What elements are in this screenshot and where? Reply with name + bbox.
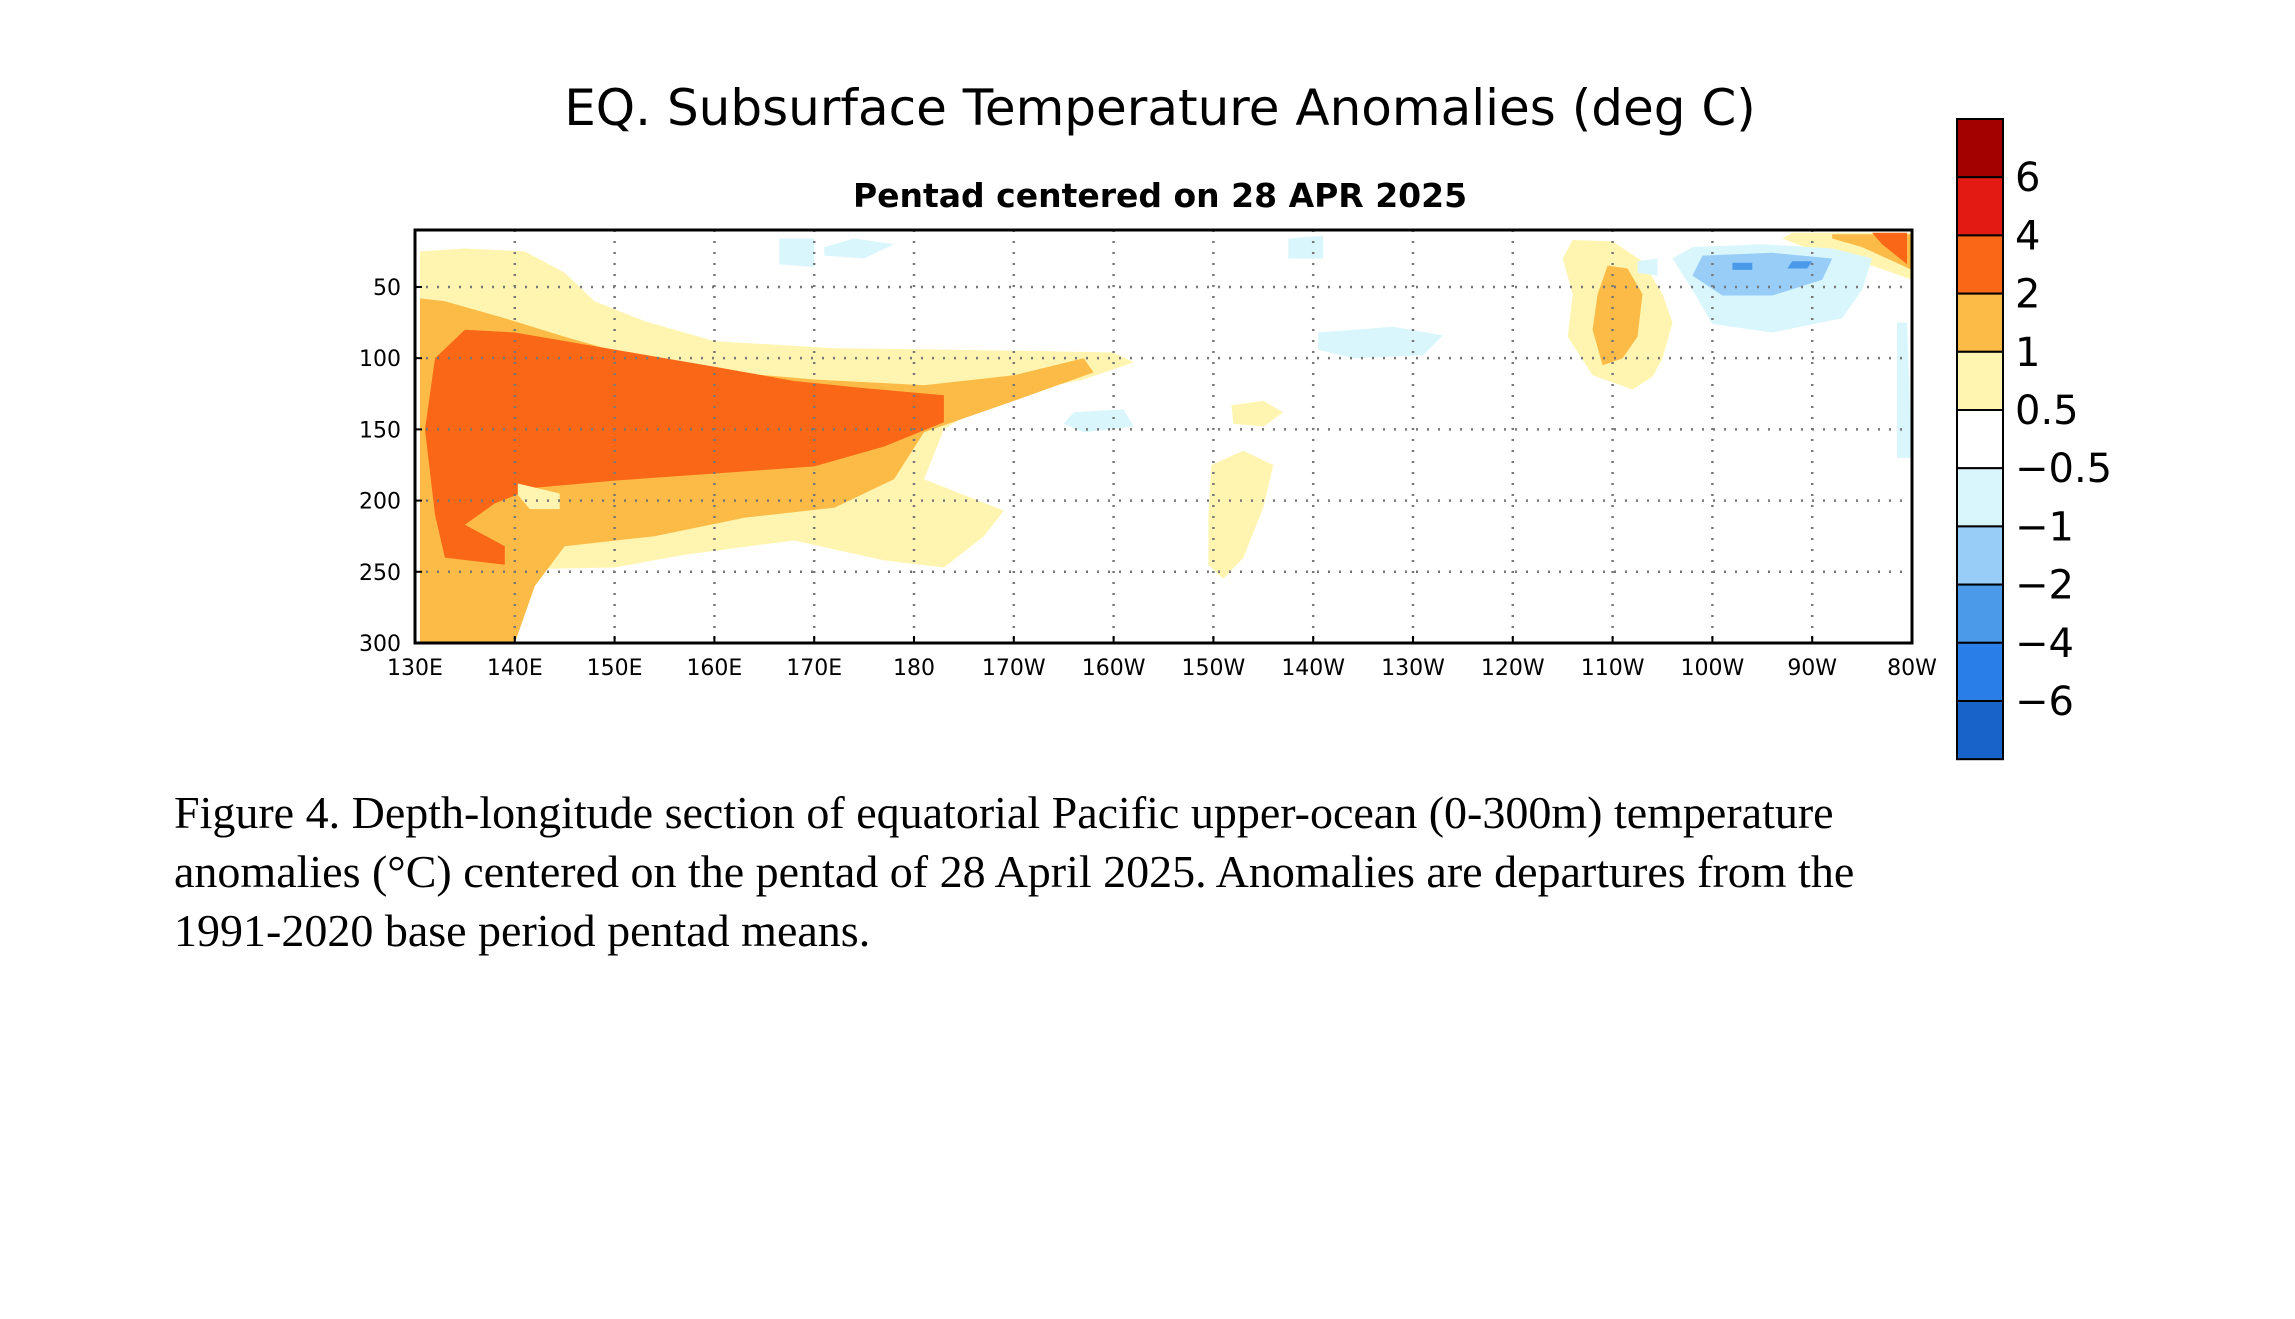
colorbar-label: 0.5 [2015, 388, 2079, 434]
grid-lines [415, 230, 1912, 643]
anomaly-region [517, 483, 560, 510]
caption-line: anomalies (°C) centered on the pentad of… [174, 846, 1855, 897]
colorbar-label: −6 [2015, 679, 2074, 725]
anomaly-region [1063, 409, 1134, 433]
colorbar-label: −0.5 [2015, 446, 2112, 492]
x-tick-label: 90W [1787, 656, 1837, 681]
colorbar-swatch [1956, 234, 2004, 295]
y-tick-label: 100 [359, 347, 401, 372]
y-tick-label: 250 [359, 561, 401, 586]
y-tick-label: 150 [359, 418, 401, 443]
x-tick-label: 110W [1581, 656, 1645, 681]
colorbar-label: 6 [2015, 155, 2040, 201]
colorbar-swatch [1956, 118, 2004, 179]
colorbar-swatch [1956, 525, 2004, 586]
anomaly-region [425, 329, 944, 565]
anomaly-region [1208, 450, 1274, 579]
colorbar-swatch [1956, 641, 2004, 702]
anomaly-regions [420, 232, 1912, 643]
x-tick-label: 170E [786, 656, 842, 681]
x-tick-label: 160W [1082, 656, 1146, 681]
anomaly-region [1637, 258, 1658, 276]
plot-frame [413, 228, 1914, 645]
y-tick-label: 50 [373, 276, 401, 301]
y-tick-label: 200 [359, 490, 401, 515]
colorbar-label: 1 [2015, 330, 2040, 376]
axis-ticks: 130E 140E 150E 160E 170E 180 170W 160W 150W 140W 1… [359, 276, 1937, 681]
anomaly-region [1288, 235, 1324, 259]
x-tick-label: 100W [1681, 656, 1745, 681]
anomaly-region [779, 238, 815, 267]
x-tick-label: 160E [686, 656, 742, 681]
colorbar-label: 4 [2015, 213, 2040, 259]
anomaly-region [824, 238, 894, 259]
x-tick-label: 180 [893, 656, 935, 681]
x-tick-label: 130E [387, 656, 443, 681]
caption-line: Figure 4. Depth-longitude section of equ… [174, 787, 1834, 838]
colorbar-label: −1 [2015, 504, 2074, 550]
anomaly-region [1231, 400, 1284, 427]
colorbar-swatch [1956, 583, 2004, 644]
x-tick-label: 150E [587, 656, 643, 681]
anomaly-region [1787, 261, 1813, 269]
colorbar-swatch [1956, 409, 2004, 470]
colorbar-swatch [1956, 700, 2004, 761]
anomaly-region [1897, 322, 1912, 458]
chart-subtitle: Pentad centered on 28 APR 2025 [853, 176, 1467, 215]
x-tick-label: 80W [1887, 656, 1937, 681]
x-tick-label: 120W [1481, 656, 1545, 681]
y-tick-label: 300 [359, 632, 401, 657]
x-tick-label: 170W [982, 656, 1046, 681]
x-tick-label: 130W [1381, 656, 1445, 681]
x-tick-label: 140E [487, 656, 543, 681]
colorbar-swatch [1956, 176, 2004, 237]
anomaly-region [1732, 262, 1753, 270]
colorbar-label: 2 [2015, 272, 2040, 318]
colorbar-label: −4 [2015, 621, 2074, 667]
colorbar-swatch [1956, 467, 2004, 528]
colorbar-label: −2 [2015, 563, 2074, 609]
chart-title: EQ. Subsurface Temperature Anomalies (de… [564, 79, 1756, 137]
anomaly-region [1872, 232, 1907, 265]
caption-line: 1991-2020 base period pentad means. [174, 905, 871, 956]
x-tick-label: 150W [1182, 656, 1246, 681]
colorbar: 6 4 2 1 0.5 −0.5 −1 −2 −4 −6 [1956, 118, 2112, 761]
anomaly-region [1592, 265, 1643, 366]
colorbar-swatch [1956, 350, 2004, 411]
colorbar-swatch [1956, 292, 2004, 353]
anomaly-region [1318, 326, 1443, 359]
figure-caption: Figure 4. Depth-longitude section of equ… [174, 783, 2134, 960]
x-tick-label: 140W [1281, 656, 1345, 681]
